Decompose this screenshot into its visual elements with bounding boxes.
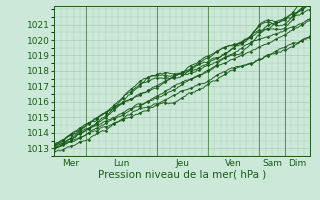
- Text: Lun: Lun: [113, 159, 130, 168]
- Text: Dim: Dim: [288, 159, 307, 168]
- Text: Mer: Mer: [62, 159, 79, 168]
- Text: Ven: Ven: [225, 159, 242, 168]
- Text: Sam: Sam: [262, 159, 282, 168]
- X-axis label: Pression niveau de la mer( hPa ): Pression niveau de la mer( hPa ): [98, 170, 267, 180]
- Text: Jeu: Jeu: [175, 159, 189, 168]
